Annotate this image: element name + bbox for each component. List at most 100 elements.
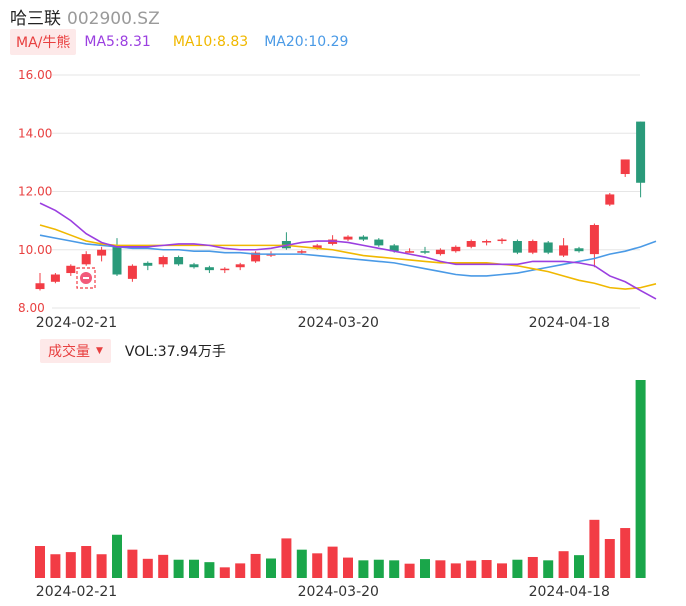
volume-bar: [81, 546, 92, 578]
candle-body: [420, 251, 430, 253]
price-grid: [52, 74, 640, 309]
moving-average-lines: [39, 202, 657, 300]
candle-body: [543, 242, 553, 253]
candle-body: [451, 246, 461, 252]
candle-body: [235, 264, 245, 268]
volume-bar: [219, 567, 230, 578]
candle-body: [81, 254, 91, 265]
candle-body: [636, 121, 646, 183]
volume-bar: [589, 519, 600, 578]
candle-body: [435, 249, 445, 255]
volume-bar: [127, 549, 138, 578]
candlestick-series: [35, 121, 646, 291]
candle-body: [97, 249, 107, 256]
volume-bar: [543, 560, 554, 578]
candle-body: [220, 268, 230, 271]
stock-code: 002900.SZ: [67, 9, 160, 29]
candle-body: [112, 245, 122, 275]
candle-body: [343, 236, 353, 240]
candle-body: [297, 251, 307, 253]
ma20-line: [39, 234, 657, 277]
volume-bar: [450, 563, 461, 578]
x-tick-label: 2024-04-18: [529, 584, 610, 600]
candle-body: [405, 251, 415, 253]
volume-bar: [65, 552, 76, 578]
ma5-line: [39, 202, 657, 300]
candle-body: [189, 264, 199, 268]
volume-bar: [404, 563, 415, 578]
price-y-ticks: 16.00 14.00 12.00 10.00 8.00: [18, 68, 52, 315]
volume-bar: [512, 559, 523, 578]
candle-body: [466, 241, 476, 247]
candle-body: [605, 194, 615, 205]
candle-body: [497, 239, 507, 242]
candle-body: [559, 245, 569, 256]
y-tick-label: 10.00: [18, 243, 52, 257]
candle-body: [158, 257, 168, 265]
candle-body: [143, 262, 153, 266]
y-tick-label: 12.00: [18, 185, 52, 199]
volume-bar: [558, 551, 569, 578]
x-tick-label: 2024-02-21: [36, 584, 117, 600]
bear-bull-marker-icon[interactable]: [76, 267, 96, 289]
volume-bar: [327, 546, 338, 578]
caret-down-icon: ▼: [96, 346, 103, 356]
volume-bar: [158, 554, 169, 578]
y-tick-label: 16.00: [18, 68, 52, 82]
volume-bar: [420, 559, 430, 578]
ma5-label: MA5:8.31: [84, 34, 151, 50]
x-tick-label: 2024-02-21: [36, 315, 117, 331]
volume-bar: [389, 560, 400, 578]
volume-indicator-selector[interactable]: 成交量 ▼: [40, 339, 111, 363]
volume-bar: [281, 538, 292, 578]
volume-bar: [266, 558, 276, 578]
volume-value: VOL:37.94万手: [124, 344, 226, 360]
volume-legend: 成交量 ▼ VOL:37.94万手: [40, 339, 226, 363]
ma-legend: MA/牛熊 MA5:8.31 MA10:8.83 MA20:10.29: [10, 29, 349, 55]
candle-body: [312, 245, 322, 249]
stock-header: 哈三联 002900.SZ: [10, 4, 160, 29]
volume-bar: [481, 560, 492, 578]
volume-bar: [574, 555, 584, 578]
candle-body: [251, 252, 261, 262]
x-tick-label: 2024-03-20: [298, 315, 379, 331]
volume-bar: [173, 559, 184, 578]
candle-body: [374, 239, 384, 246]
ma10-label: MA10:8.83: [172, 34, 249, 50]
volume-tag-label: 成交量: [48, 344, 90, 360]
volume-bar: [527, 556, 538, 578]
candle-body: [620, 159, 630, 175]
volume-bar: [142, 558, 153, 578]
volume-bar: [620, 528, 631, 578]
stock-name: 哈三联: [10, 9, 61, 29]
volume-bars: [35, 380, 646, 578]
candle-body: [358, 236, 368, 240]
x-tick-label: 2024-03-20: [298, 584, 379, 600]
volume-bar: [50, 554, 61, 578]
candle-body: [574, 248, 584, 252]
candle-body: [482, 241, 492, 243]
volume-bar: [343, 557, 353, 578]
volume-bar: [204, 562, 215, 578]
price-x-ticks: 2024-02-21 2024-03-20 2024-04-18: [36, 315, 610, 331]
y-tick-label: 8.00: [18, 301, 45, 315]
ma-indicator-selector[interactable]: MA/牛熊: [10, 29, 77, 55]
volume-bar: [497, 563, 507, 578]
volume-bar: [96, 554, 107, 578]
candle-body: [528, 241, 538, 253]
volume-bar: [358, 560, 369, 578]
candle-body: [35, 283, 45, 290]
volume-bar: [635, 380, 646, 578]
volume-bar: [250, 553, 261, 578]
candle-body: [512, 241, 522, 253]
candle-body: [50, 274, 60, 282]
candle-body: [204, 267, 214, 271]
ma20-label: MA20:10.29: [264, 34, 349, 50]
volume-bar: [604, 539, 615, 578]
x-tick-label: 2024-04-18: [529, 315, 610, 331]
volume-x-ticks: 2024-02-21 2024-03-20 2024-04-18: [36, 584, 610, 600]
volume-bar: [435, 560, 446, 578]
volume-bar: [112, 534, 122, 578]
candle-body: [127, 265, 137, 279]
